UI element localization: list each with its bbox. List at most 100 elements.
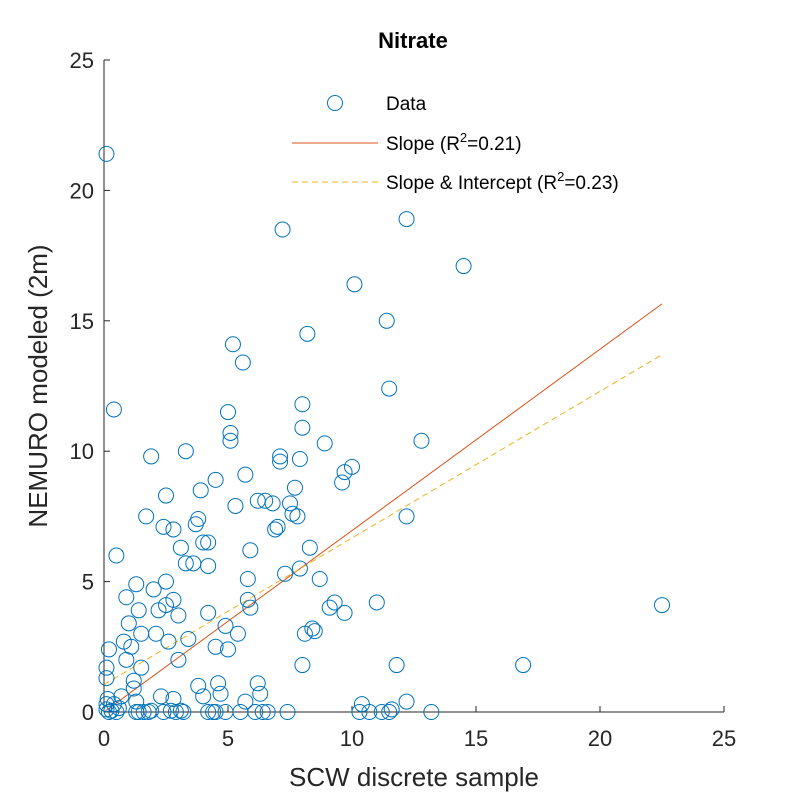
data-point xyxy=(361,704,378,720)
x-tick-label: 15 xyxy=(464,726,488,751)
data-point xyxy=(291,560,308,577)
data-point xyxy=(165,690,182,707)
data-point xyxy=(108,547,125,564)
data-point xyxy=(155,518,172,535)
data-point xyxy=(222,424,239,441)
data-point xyxy=(172,539,189,556)
data-point xyxy=(237,466,254,483)
data-point xyxy=(286,479,303,496)
data-point xyxy=(138,508,155,525)
data-point xyxy=(267,521,284,538)
data-point xyxy=(175,704,192,720)
data-point xyxy=(306,623,323,640)
data-point xyxy=(155,704,172,720)
data-point xyxy=(165,521,182,538)
data-point xyxy=(222,432,239,449)
data-point xyxy=(294,657,311,674)
data-point xyxy=(220,404,236,421)
x-tick-label: 25 xyxy=(712,726,736,751)
data-point xyxy=(98,145,115,162)
data-point xyxy=(388,657,405,674)
slope-intercept-fit-line xyxy=(103,354,663,686)
data-point xyxy=(368,594,385,611)
x-axis-ticks: 0 5 10 15 20 25 xyxy=(98,706,736,751)
fit-lines xyxy=(103,303,663,713)
data-point xyxy=(259,704,276,720)
data-point xyxy=(299,325,316,342)
chart-title: Nitrate xyxy=(378,28,448,53)
data-point xyxy=(123,638,140,655)
data-point xyxy=(234,354,251,371)
data-point xyxy=(351,704,368,720)
y-tick-label: 15 xyxy=(70,309,94,334)
data-point xyxy=(247,704,264,720)
data-point xyxy=(120,615,137,632)
data-point xyxy=(200,557,217,574)
data-point xyxy=(207,638,224,655)
data-point xyxy=(413,432,430,449)
data-point xyxy=(98,670,115,687)
data-point xyxy=(294,419,311,436)
data-point xyxy=(272,448,289,465)
data-point xyxy=(289,508,306,525)
data-point xyxy=(654,597,670,614)
x-tick-label: 5 xyxy=(222,726,234,751)
x-axis-label: SCW discrete sample xyxy=(289,762,539,792)
data-point xyxy=(177,555,194,572)
data-point xyxy=(190,677,207,694)
data-point xyxy=(334,474,351,491)
data-point xyxy=(133,659,150,676)
data-point xyxy=(383,701,400,718)
data-point xyxy=(242,599,259,616)
y-tick-label: 5 xyxy=(82,570,94,595)
data-point xyxy=(277,565,294,582)
data-point xyxy=(158,487,174,504)
data-point xyxy=(212,685,229,702)
legend-entry-label: Data xyxy=(386,94,427,115)
data-point xyxy=(515,657,532,674)
data-point xyxy=(192,482,209,499)
data-point xyxy=(110,700,127,717)
data-point xyxy=(148,625,165,642)
data-point xyxy=(153,688,170,705)
legend: Data Slope (R2=0.21) Slope & Intercept (R2… xyxy=(292,94,619,194)
data-point xyxy=(135,704,152,720)
data-point xyxy=(170,651,187,668)
data-point xyxy=(229,625,246,642)
data-point xyxy=(239,591,256,608)
data-point xyxy=(321,599,338,616)
y-axis-label: NEMURO modeled (2m) xyxy=(23,244,53,527)
data-point xyxy=(172,702,189,719)
x-tick-label: 20 xyxy=(588,726,612,751)
data-point xyxy=(294,396,311,413)
data-point xyxy=(190,511,207,528)
y-tick-label: 10 xyxy=(70,439,94,464)
data-point xyxy=(98,696,115,713)
data-point xyxy=(113,688,130,705)
data-point xyxy=(257,492,274,509)
data-point xyxy=(274,221,291,238)
data-point xyxy=(207,471,224,488)
data-point xyxy=(381,380,398,397)
data-point xyxy=(99,690,116,707)
y-tick-label: 20 xyxy=(70,178,94,203)
x-tick-label: 0 xyxy=(98,726,110,751)
data-point xyxy=(326,594,343,611)
data-point xyxy=(105,401,122,418)
data-point xyxy=(336,604,353,621)
data-point xyxy=(165,591,182,608)
data-point xyxy=(344,458,360,475)
data-point xyxy=(311,570,328,587)
data-point xyxy=(237,693,254,710)
y-tick-label: 25 xyxy=(70,48,94,73)
data-point xyxy=(180,630,197,647)
data-point xyxy=(133,625,150,642)
legend-entry-label: Slope & Intercept (R2=0.23) xyxy=(386,169,619,194)
data-point xyxy=(381,704,398,720)
slope-fit-line xyxy=(103,303,663,713)
data-point xyxy=(125,680,142,697)
data-point xyxy=(249,675,266,692)
data-point xyxy=(217,617,234,634)
data-point xyxy=(378,312,395,329)
data-point xyxy=(423,704,440,720)
